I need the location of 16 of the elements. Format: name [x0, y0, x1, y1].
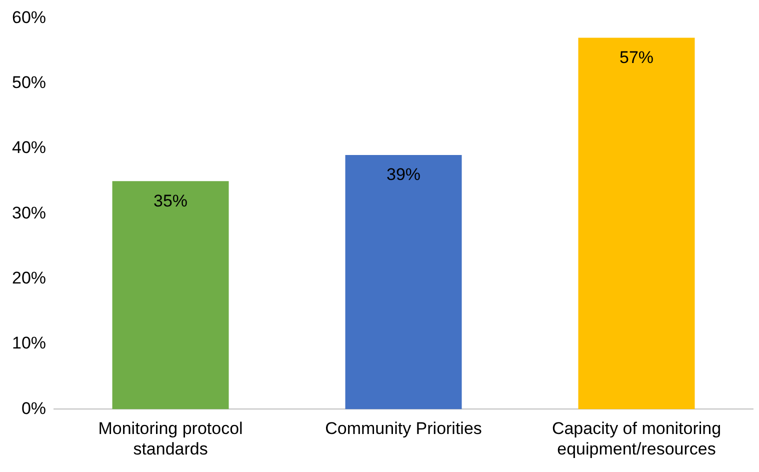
x-tick-label: Community Priorities [325, 419, 482, 438]
data-label: 39% [386, 165, 421, 184]
x-tick-label: Monitoring protocol standards [98, 419, 243, 458]
y-tick-label: 60% [12, 8, 46, 27]
bar [112, 181, 229, 410]
bar [345, 155, 462, 410]
bar [578, 38, 695, 410]
y-tick-label: 50% [12, 73, 46, 92]
data-label: 35% [154, 191, 188, 210]
y-tick-label: 20% [12, 268, 46, 288]
x-tick-label: Capacity of monitoring equipment/resources [552, 419, 722, 458]
y-tick-label: 30% [12, 203, 46, 222]
y-tick-label: 40% [12, 138, 46, 158]
y-tick-label: 10% [12, 334, 46, 353]
data-label: 57% [619, 48, 654, 67]
y-tick-label: 0% [21, 398, 46, 418]
